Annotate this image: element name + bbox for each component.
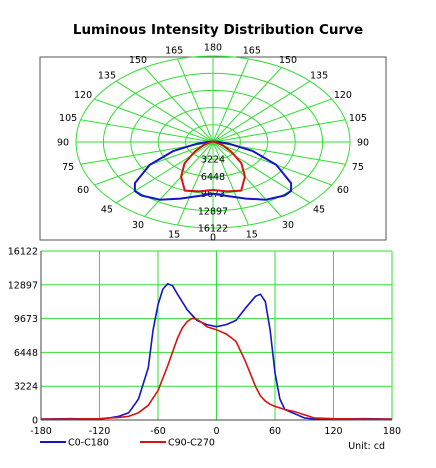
angle-label: 60 [77, 185, 89, 196]
polar-spoke [212, 58, 249, 143]
radial-label: 3224 [201, 155, 225, 166]
x-tick-label: -180 [30, 426, 52, 437]
angle-label: 90 [57, 138, 69, 149]
y-tick-label: 6448 [14, 348, 38, 359]
radial-label: 16122 [198, 224, 228, 235]
legend-label: C0-C180 [68, 438, 109, 449]
y-tick-label: 12897 [8, 280, 38, 291]
angle-label: 15 [246, 229, 258, 240]
angle-label: 120 [74, 90, 92, 101]
y-tick-label: 0 [32, 416, 38, 427]
polar-spoke [212, 141, 311, 204]
unit-label: Unit: cd [348, 441, 385, 452]
angle-label: 135 [310, 70, 328, 81]
polar-curve-c90-c270 [180, 140, 246, 193]
x-tick-label: -120 [89, 426, 111, 437]
angle-label: 105 [349, 113, 367, 124]
angle-label: 135 [98, 70, 116, 81]
line-series-c0-c180 [40, 282, 393, 420]
y-tick-label: 3224 [14, 382, 38, 393]
polar-spoke [212, 98, 332, 143]
angle-label: 75 [352, 162, 364, 173]
angle-label: 90 [357, 138, 369, 149]
line-series-c90-c270 [40, 317, 393, 420]
polar-spoke [212, 119, 346, 143]
radial-label: 12897 [198, 206, 228, 217]
polar-spoke [115, 80, 214, 143]
polar-spoke [177, 141, 214, 226]
polar-chart: 0 15 30 45 60 75 90 105 120 135 150 165 180 165 150 135… [39, 43, 387, 244]
radial-label: 6448 [201, 172, 225, 183]
angle-label: 150 [129, 55, 147, 66]
angle-label: 30 [282, 220, 294, 231]
polar-spoke [212, 141, 249, 226]
polar-spoke [94, 98, 214, 143]
polar-spoke [144, 141, 214, 217]
polar-spoke [144, 67, 214, 143]
x-tick-label: 180 [383, 426, 401, 437]
angle-label: 30 [132, 220, 144, 231]
angle-label: 15 [168, 229, 180, 240]
angle-label: 60 [337, 185, 349, 196]
angle-label: 165 [165, 46, 183, 57]
polar-spoke [177, 58, 214, 143]
page-title: Luminous Intensity Distribution Curve [72, 22, 364, 38]
polar-spoke [212, 141, 282, 217]
angle-label: 165 [243, 46, 261, 57]
polar-spoke [115, 141, 214, 204]
angle-label: 150 [279, 55, 297, 66]
x-tick-label: 60 [269, 426, 281, 437]
x-tick-label: 0 [213, 426, 219, 437]
angle-label: 0 [210, 233, 216, 244]
x-tick-label: -60 [150, 426, 166, 437]
legend-label: C90-C270 [168, 438, 215, 449]
polar-spoke [80, 119, 214, 143]
y-tick-label: 16122 [8, 247, 38, 258]
angle-label: 180 [204, 43, 222, 54]
y-tick-label: 9673 [14, 314, 38, 325]
polar-spoke [212, 80, 311, 143]
angle-label: 105 [59, 113, 77, 124]
polar-spoke [212, 67, 282, 143]
x-tick-label: 120 [324, 426, 342, 437]
angle-label: 75 [62, 162, 74, 173]
angle-label: 120 [334, 90, 352, 101]
angle-label: 45 [101, 205, 113, 216]
angle-label: 45 [313, 205, 325, 216]
